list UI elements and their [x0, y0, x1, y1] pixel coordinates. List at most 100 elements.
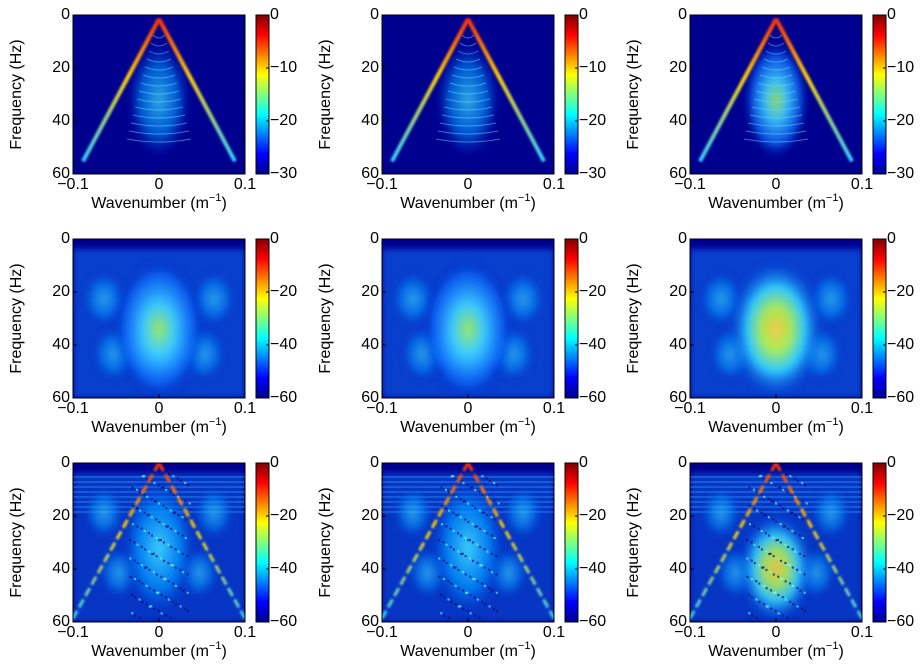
ripple	[445, 98, 491, 103]
noise	[438, 539, 441, 542]
noise	[471, 523, 474, 526]
noise	[133, 559, 136, 562]
x-axis-label-part: )	[838, 195, 843, 212]
noise	[784, 580, 787, 583]
noise	[769, 552, 772, 555]
noise	[160, 575, 163, 578]
noise	[480, 564, 483, 567]
noise	[467, 539, 470, 542]
x-axis-label: Wavenumber (m−1)	[91, 416, 227, 436]
noise	[186, 555, 189, 558]
noise	[753, 507, 756, 510]
colorbar-tick-label: −60	[887, 613, 914, 630]
noise	[746, 539, 749, 542]
ripple	[443, 106, 493, 111]
noise	[143, 548, 146, 551]
x-axis-label: Wavenumber (m−1)	[400, 192, 536, 212]
noise	[484, 603, 487, 606]
noise	[748, 486, 751, 489]
spectrum-energy	[127, 42, 191, 158]
noise	[492, 607, 495, 610]
noise	[141, 600, 144, 603]
noise	[179, 568, 182, 571]
noise	[762, 566, 765, 569]
noise	[464, 536, 467, 539]
noise	[445, 543, 448, 546]
noise	[472, 559, 475, 562]
noise	[469, 594, 472, 597]
noise	[452, 493, 455, 496]
y-axis-label: Frequency (Hz)	[317, 487, 334, 597]
noise	[466, 591, 469, 594]
noise	[165, 488, 168, 491]
noise	[464, 500, 467, 503]
noise	[755, 616, 758, 619]
ripple	[453, 66, 483, 71]
noise	[481, 582, 484, 585]
colorbar	[255, 462, 270, 623]
noise	[772, 536, 775, 539]
noise	[483, 566, 486, 569]
y-tick-label: 20	[669, 59, 687, 76]
ripple	[747, 122, 805, 127]
noise	[169, 527, 172, 530]
noise	[450, 600, 453, 603]
colorbar-tick-label: 0	[270, 454, 279, 471]
ripple	[138, 90, 180, 95]
noise	[136, 507, 139, 510]
y-tick-label: 0	[370, 230, 379, 247]
spectrum-energy	[811, 487, 851, 539]
noise	[442, 559, 445, 562]
noise	[748, 593, 751, 596]
noise	[476, 598, 479, 601]
noise	[454, 584, 457, 587]
colorbar-tick-label: −60	[270, 613, 297, 630]
noise	[786, 509, 789, 512]
noise	[462, 500, 465, 503]
noise	[456, 513, 459, 516]
noise	[461, 571, 464, 574]
dispersion-line	[73, 463, 161, 622]
x-tick-label: 0.1	[234, 400, 256, 417]
noise	[457, 605, 460, 608]
y-tick-label: 60	[52, 613, 70, 630]
noise	[454, 566, 457, 569]
noise	[792, 603, 795, 606]
noise	[490, 552, 493, 555]
ripple	[439, 122, 497, 127]
noise	[150, 479, 153, 482]
noise	[493, 481, 496, 484]
noise	[136, 543, 139, 546]
ripple	[761, 66, 791, 71]
noise	[145, 566, 148, 569]
y-tick-label: 20	[669, 283, 687, 300]
noise	[138, 598, 141, 601]
noise	[767, 516, 770, 519]
x-axis-label-superscript: −1	[826, 640, 839, 652]
ripple	[441, 114, 495, 119]
noise	[169, 509, 172, 512]
x-tick-label: 0	[464, 176, 473, 193]
noise	[172, 600, 175, 603]
noise	[162, 504, 165, 507]
x-axis-label-superscript: −1	[209, 416, 222, 428]
x-tick-label: 0.1	[234, 176, 256, 193]
noise	[495, 610, 498, 613]
noise	[177, 532, 180, 535]
x-tick-label: −0.1	[366, 400, 398, 417]
y-axis-label: Frequency (Hz)	[8, 39, 25, 149]
noise	[801, 481, 804, 484]
y-tick-label: 60	[361, 165, 379, 182]
ripple	[126, 138, 192, 143]
noise	[171, 564, 174, 567]
noise	[777, 486, 780, 489]
noise	[786, 616, 789, 619]
noise	[143, 493, 146, 496]
x-axis-label-part: )	[221, 419, 226, 436]
ripple	[751, 106, 801, 111]
noise	[442, 541, 445, 544]
noise	[784, 543, 787, 546]
noise	[445, 507, 448, 510]
noise	[799, 571, 802, 574]
noise	[755, 491, 758, 494]
